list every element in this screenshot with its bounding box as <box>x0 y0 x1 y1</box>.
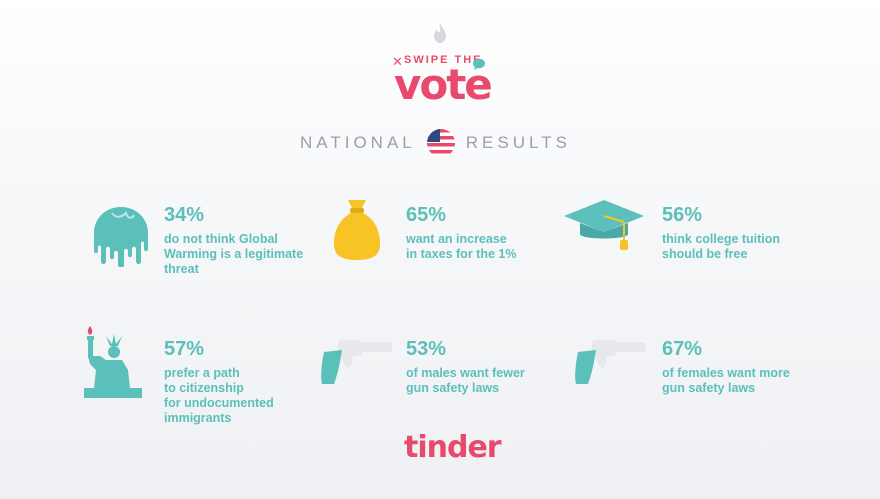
stat-line: gun safety laws <box>662 381 756 395</box>
stat-line: think college tuition <box>662 232 781 246</box>
stat-line: of males want fewer <box>406 366 525 380</box>
revolver-icon <box>575 340 646 384</box>
stat-line: want an increase <box>406 232 507 246</box>
stat-line: threat <box>164 262 199 276</box>
vote-logo-text: vote <box>394 60 493 109</box>
revolver-icon <box>321 340 392 384</box>
stat-line: do not think Global <box>164 232 278 246</box>
stat-description: want an increase in taxes for the 1% <box>406 232 516 262</box>
stat-line: immigrants <box>164 411 232 425</box>
swipe-the-label: SWIPE THE <box>404 54 483 66</box>
stat-percent: 67% <box>662 338 703 360</box>
stat-citizenship: 57% prefer a path to citizenship for und… <box>164 338 274 426</box>
flame-icon <box>434 23 446 43</box>
stat-line: Warming is a legitimate <box>164 247 304 261</box>
stat-percent: 57% <box>164 338 205 360</box>
national-results-heading: NATIONAL RESULTS <box>300 126 571 160</box>
statue-of-liberty-icon <box>84 326 142 398</box>
tinder-logo: tinder <box>404 430 502 465</box>
stat-line: prefer a path <box>164 366 240 380</box>
stat-line: for undocumented <box>164 396 274 410</box>
us-flag-icon <box>426 129 455 157</box>
results-label: RESULTS <box>465 133 571 152</box>
stat-description: do not think Global Warming is a legitim… <box>164 232 303 277</box>
stat-description: of males want fewer gun safety laws <box>406 366 525 396</box>
stat-line: of females want more <box>662 366 790 380</box>
stat-percent: 53% <box>406 338 447 360</box>
national-label: NATIONAL <box>300 133 416 152</box>
money-bag-icon <box>334 200 380 260</box>
stat-line: to citizenship <box>164 381 244 395</box>
stat-percent: 65% <box>406 204 447 226</box>
graduation-cap-icon <box>564 200 644 250</box>
stat-percent: 56% <box>662 204 703 226</box>
stat-description: prefer a path to citizenship for undocum… <box>164 366 274 426</box>
stat-global-warming: 34% do not think Global Warming is a leg… <box>164 204 303 277</box>
stat-description: of females want more gun safety laws <box>662 366 790 396</box>
stat-percent: 34% <box>164 204 205 226</box>
stat-line: gun safety laws <box>406 381 500 395</box>
stat-taxes: 65% want an increase in taxes for the 1% <box>406 204 516 262</box>
stat-description: think college tuition should be free <box>662 232 780 262</box>
stat-line: in taxes for the 1% <box>406 247 517 261</box>
stat-college-tuition: 56% think college tuition should be free <box>662 204 780 262</box>
stat-line: should be free <box>662 247 748 261</box>
chat-bubble-icon <box>473 58 485 70</box>
x-mark-icon: ✕ <box>392 54 403 69</box>
melting-globe-icon <box>94 207 148 267</box>
stat-males-guns: 53% of males want fewer gun safety laws <box>406 338 525 396</box>
stat-females-guns: 67% of females want more gun safety laws <box>662 338 790 396</box>
